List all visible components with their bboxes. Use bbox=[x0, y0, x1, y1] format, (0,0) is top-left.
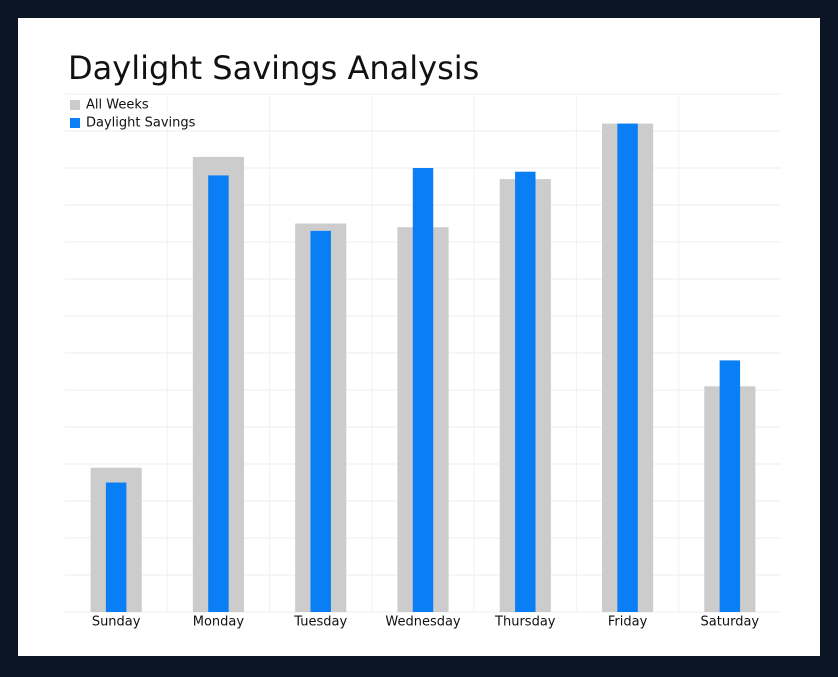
x-tick-label: Monday bbox=[193, 615, 245, 630]
legend-swatch bbox=[70, 118, 80, 128]
x-tick-label: Tuesday bbox=[293, 615, 347, 630]
x-tick-label: Wednesday bbox=[385, 615, 461, 630]
bar bbox=[105, 482, 127, 612]
bar bbox=[515, 171, 536, 612]
legend-label: All Weeks bbox=[86, 98, 149, 113]
x-tick-label: Friday bbox=[608, 615, 648, 630]
bar bbox=[412, 168, 434, 612]
chart-title: Daylight Savings Analysis bbox=[68, 49, 479, 87]
x-tick-label: Thursday bbox=[494, 615, 556, 630]
bar bbox=[617, 123, 638, 612]
bar bbox=[310, 230, 331, 612]
x-tick-label: Sunday bbox=[92, 615, 141, 630]
x-tick-label: Saturday bbox=[701, 615, 760, 630]
legend-label: Daylight Savings bbox=[86, 116, 196, 131]
bar bbox=[208, 175, 229, 612]
legend-swatch bbox=[70, 100, 80, 110]
bar bbox=[719, 360, 741, 612]
